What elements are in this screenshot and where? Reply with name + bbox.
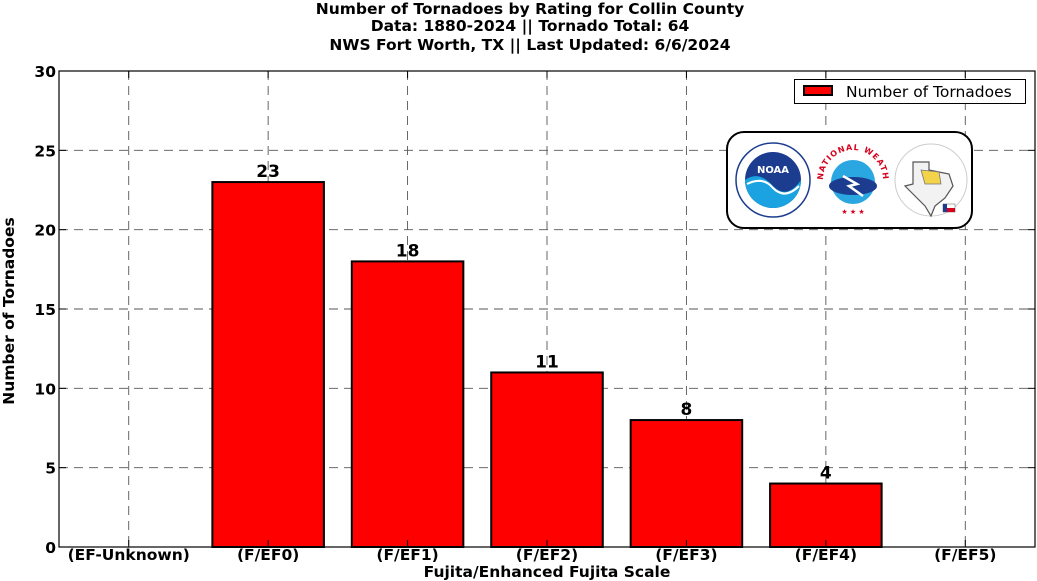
noaa-logo-text: NOAA — [757, 165, 789, 176]
svg-text:★ ★ ★: ★ ★ ★ — [841, 208, 864, 216]
bar-data-label: 11 — [535, 352, 559, 372]
y-tick-label: 20 — [34, 222, 56, 240]
bar — [490, 371, 604, 549]
texas-logo-icon — [894, 143, 968, 218]
y-axis-label: Number of Tornadoes — [0, 217, 18, 404]
chart-title: Number of Tornadoes by Rating for Collin… — [315, 0, 745, 18]
y-tick-label: 25 — [34, 142, 56, 160]
y-tick-label: 15 — [34, 301, 56, 319]
y-tick-label: 30 — [34, 63, 56, 81]
y-tick-label: 0 — [45, 539, 56, 557]
bar-data-label: 8 — [681, 400, 693, 420]
bar — [211, 181, 325, 548]
x-tick-label: (F/EF3) — [655, 546, 717, 564]
bar-data-label: 23 — [256, 162, 280, 182]
x-axis-label: Fujita/Enhanced Fujita Scale — [424, 563, 671, 581]
agency-logos: NOAA NATIONAL WEATHER SERVICE ★ ★ ★ — [726, 131, 973, 229]
legend-swatch — [803, 85, 833, 96]
axis-ticks — [59, 70, 1035, 548]
x-tick-label: (F/EF0) — [237, 546, 299, 564]
axis-labels: 0 5 10 15 20 25 30 (EF-Unknown) 23 (F/EF0) 18 (F/EF… — [34, 63, 996, 564]
nws-logo-icon: NATIONAL WEATHER SERVICE ★ ★ ★ — [813, 140, 890, 217]
x-tick-label: (F/EF2) — [516, 546, 578, 564]
x-tick-label: (EF-Unknown) — [68, 546, 190, 564]
noaa-logo-icon: NOAA — [735, 142, 811, 218]
bars — [211, 181, 883, 549]
chart-subtitle-data: Data: 1880-2024 || Tornado Total: 64 — [370, 17, 690, 35]
y-tick-label: 5 — [45, 460, 56, 478]
chart-subtitle-office: NWS Fort Worth, TX || Last Updated: 6/6/… — [329, 36, 731, 54]
bar — [629, 419, 744, 549]
bar — [769, 482, 883, 548]
x-tick-label: (F/EF1) — [376, 546, 438, 564]
legend-label: Number of Tornadoes — [846, 83, 1012, 101]
x-tick-label: (F/EF4) — [795, 546, 857, 564]
y-tick-label: 10 — [34, 380, 56, 398]
x-tick-label: (F/EF5) — [934, 546, 996, 564]
bar — [350, 260, 465, 548]
legend: Number of Tornadoes — [794, 79, 1026, 104]
bar-data-label: 18 — [396, 241, 420, 261]
bar-data-label: 4 — [820, 464, 832, 484]
